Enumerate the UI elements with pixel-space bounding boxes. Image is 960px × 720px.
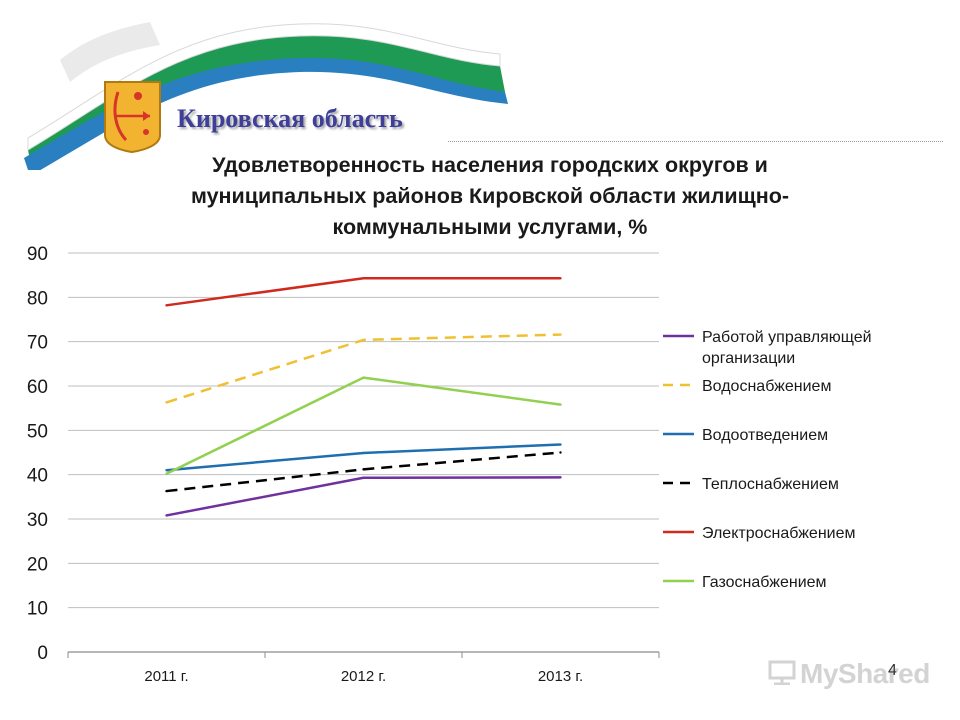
chart-title: Удовлетворенность населения городских ок…: [95, 150, 885, 243]
series: [165, 277, 562, 517]
data-point: [362, 277, 365, 280]
legend-label: Электроснабжением: [702, 525, 856, 542]
data-point: [165, 514, 168, 517]
x-tick-label: 2012 г.: [341, 668, 386, 685]
y-tick-label: 20: [27, 554, 48, 575]
data-point: [559, 451, 562, 454]
data-point: [165, 304, 168, 307]
data-point: [165, 489, 168, 493]
data-point: [559, 443, 562, 446]
legend-label: организации: [702, 350, 795, 367]
data-point: [362, 376, 365, 379]
series-line-4: [166, 451, 561, 493]
data-point: [165, 472, 168, 475]
data-point: [559, 476, 562, 479]
region-title: Кировская область: [177, 104, 403, 133]
legend-label: Теплоснабжением: [702, 476, 839, 493]
series-line-5: [166, 277, 561, 307]
data-point: [559, 333, 562, 336]
y-tick-label: 60: [27, 377, 48, 398]
legend-label: Газоснабжением: [702, 574, 827, 591]
watermark: MyShared: [768, 658, 930, 692]
presentation-icon: [768, 659, 796, 692]
legend-label: Работой управляющей: [702, 329, 872, 346]
y-tick-label: 30: [27, 510, 48, 531]
y-tick-label: 50: [27, 421, 48, 442]
grid: [68, 252, 659, 609]
data-point: [362, 468, 365, 471]
y-tick-label: 10: [27, 599, 48, 620]
data-point: [559, 277, 562, 280]
data-point: [559, 403, 562, 406]
header-divider: [448, 141, 943, 142]
coat-of-arms-emblem: [104, 81, 161, 154]
chart-title-line: Удовлетворенность населения городских ок…: [212, 153, 768, 177]
y-tick-label: 0: [37, 643, 48, 664]
legend-label: Водоснабжением: [702, 378, 831, 395]
data-point: [165, 469, 168, 472]
axes: 0 10 20 30 40 50 60 70 80 90 2011 г. 2012 г. 2013 г.: [27, 244, 660, 685]
legend-label: Водоотведением: [702, 427, 828, 444]
chart-title-line: муниципальных районов Кировской области …: [190, 184, 790, 208]
header-banner: [24, 22, 508, 170]
data-point: [362, 476, 365, 479]
y-tick-label: 40: [27, 466, 48, 487]
x-tick-label: 2013 г.: [538, 668, 583, 685]
series-line-3: [166, 443, 561, 472]
legend: Работой управляющей организации Водоснабже…: [663, 329, 872, 591]
y-tick-label: 90: [27, 244, 48, 265]
y-tick-label: 70: [27, 333, 48, 354]
slide-number: 4: [888, 662, 897, 679]
x-tick-label: 2011 г.: [144, 668, 188, 685]
watermark-text: MyShared: [800, 658, 930, 689]
data-point: [362, 451, 365, 455]
series-line-2: [166, 333, 561, 404]
series-line-1: [166, 476, 561, 517]
y-tick-label: 80: [27, 288, 48, 309]
series-line-6: [165, 376, 561, 475]
chart-title-line: коммунальными услугами, %: [332, 215, 648, 239]
data-point: [362, 338, 365, 342]
data-point: [165, 401, 168, 404]
